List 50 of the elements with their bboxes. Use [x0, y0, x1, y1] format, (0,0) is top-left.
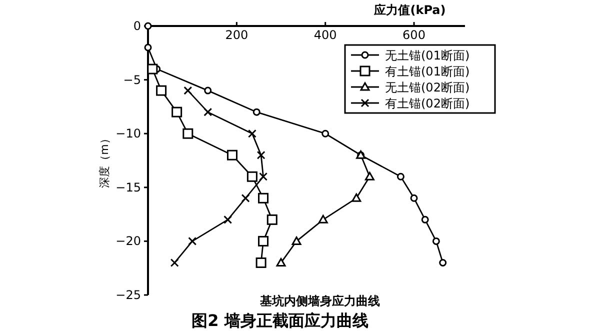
- point: [258, 192, 269, 204]
- point: [248, 129, 256, 138]
- point: [292, 236, 302, 245]
- y-axis-title: 深度（m）: [98, 133, 111, 188]
- point: [172, 106, 182, 118]
- point: [170, 258, 179, 267]
- point: [184, 86, 192, 95]
- legend-label: 无土锚(02断面): [385, 80, 470, 94]
- point: [421, 216, 429, 224]
- point: [258, 236, 269, 246]
- point: [266, 214, 278, 225]
- point: [322, 130, 330, 138]
- point: [147, 64, 158, 74]
- point: [410, 194, 418, 202]
- point: [182, 128, 194, 139]
- y-tick-label: −15: [116, 180, 141, 194]
- point: [256, 150, 266, 160]
- point: [276, 258, 286, 266]
- point: [439, 258, 447, 266]
- point: [252, 108, 260, 116]
- y-tick-label: −10: [116, 126, 141, 141]
- point: [144, 44, 152, 52]
- point: [156, 85, 167, 96]
- y-tick-label: −20: [116, 234, 141, 248]
- point: [241, 194, 250, 202]
- point: [396, 172, 404, 180]
- text: 基坑内侧墙身应力曲线: [259, 294, 380, 308]
- point: [246, 171, 258, 182]
- point: [432, 237, 440, 245]
- y-tick-label: 0: [133, 19, 141, 33]
- legend-label: 有土锚(01断面): [385, 64, 470, 78]
- point: [188, 236, 197, 246]
- x-tick-label: 600: [402, 28, 426, 42]
- x-tick-label: 400: [314, 28, 337, 42]
- point: [364, 172, 374, 180]
- point: [318, 214, 328, 224]
- point: [256, 257, 266, 268]
- y-tick-label: −5: [123, 72, 141, 87]
- legend-label: 有土锚(02断面): [385, 96, 470, 110]
- point: [226, 150, 238, 160]
- point: [259, 172, 268, 181]
- text: 图2 墙身正截面应力曲线: [192, 311, 368, 330]
- x-tick-label: 200: [225, 28, 248, 42]
- point: [204, 86, 212, 94]
- point: [224, 215, 232, 224]
- x-axis-title: 应力值(kPa): [373, 3, 446, 17]
- point: [352, 193, 362, 202]
- y-tick-label: −25: [116, 288, 141, 302]
- point: [204, 108, 212, 116]
- legend-label: 无土锚(01断面): [385, 48, 470, 62]
